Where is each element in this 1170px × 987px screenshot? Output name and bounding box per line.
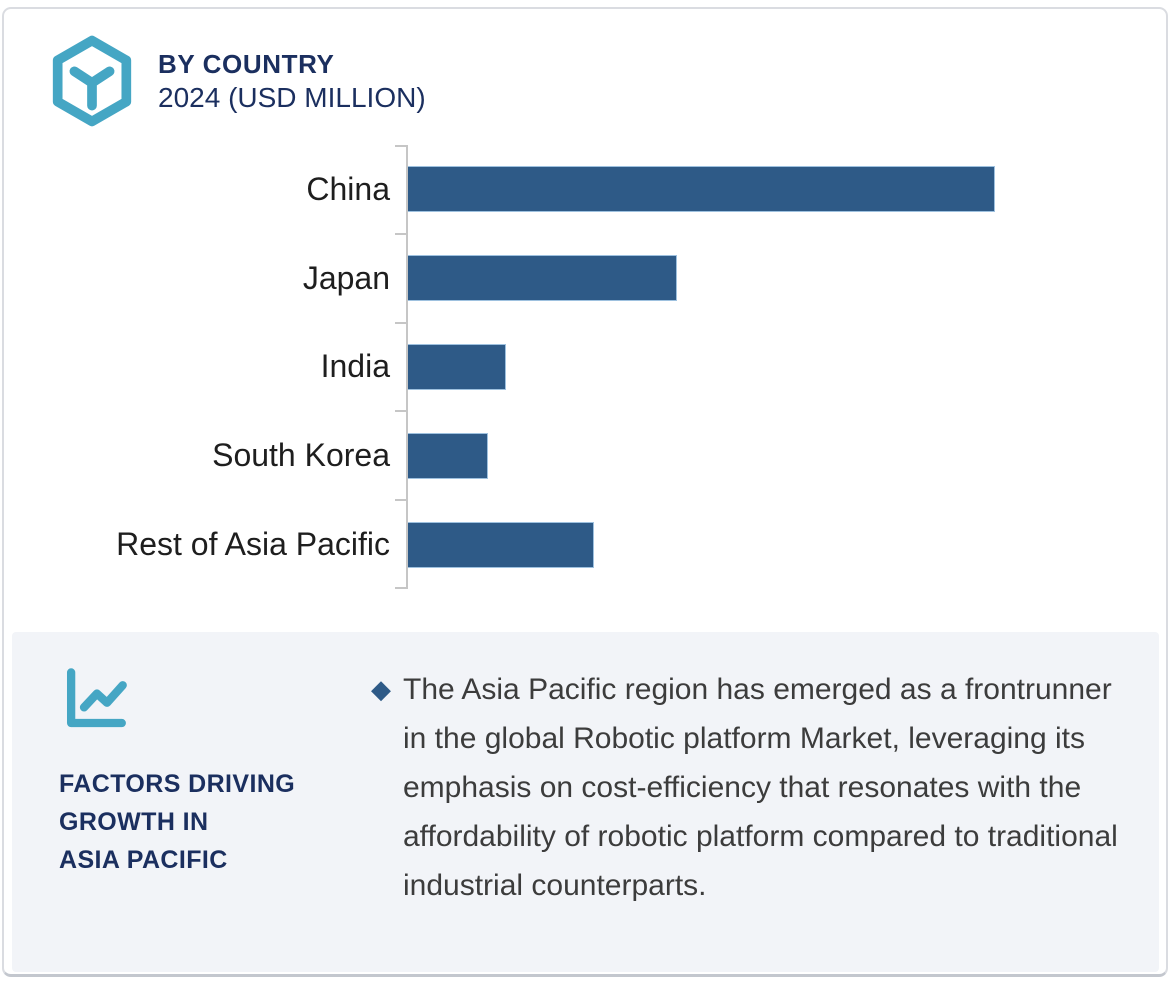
category-bar	[406, 166, 995, 213]
bar-track	[406, 234, 1136, 323]
chart-row: South Korea	[4, 411, 1166, 500]
header-text: BY COUNTRY 2024 (USD MILLION)	[158, 49, 426, 114]
category-axis	[395, 145, 408, 589]
bar-track	[406, 323, 1136, 412]
bar-track	[406, 500, 1136, 589]
category-label: China	[306, 170, 390, 207]
chart-row: China	[4, 145, 1166, 234]
diamond-bullet-icon: ◆	[371, 674, 391, 704]
axis-tick	[395, 321, 408, 324]
header: BY COUNTRY 2024 (USD MILLION)	[4, 9, 1166, 127]
chart-row: Rest of Asia Pacific	[4, 500, 1166, 589]
axis-tick	[395, 410, 408, 413]
cube-hexagon-icon	[52, 35, 132, 127]
axis-tick	[395, 587, 408, 589]
category-label: Rest of Asia Pacific	[116, 526, 390, 563]
bar-chart: China Japan India South Korea Rest of As…	[4, 145, 1166, 589]
factors-heading: FACTORS DRIVING GROWTH IN ASIA PACIFIC	[59, 765, 371, 879]
category-bar	[406, 343, 507, 390]
chart-row: Japan	[4, 234, 1166, 323]
category-label: India	[320, 348, 390, 385]
factors-heading-line: GROWTH IN	[59, 808, 209, 836]
axis-tick	[395, 232, 408, 235]
chart-subtitle: 2024 (USD MILLION)	[158, 81, 426, 113]
line-chart-icon	[66, 668, 127, 728]
axis-tick	[395, 145, 408, 147]
axis-tick	[395, 499, 408, 502]
factors-heading-line: ASIA PACIFIC	[59, 846, 228, 874]
bar-track	[406, 411, 1136, 500]
chart-row: India	[4, 323, 1166, 412]
category-bar	[406, 521, 595, 568]
category-bar	[406, 432, 489, 479]
category-label: South Korea	[212, 437, 390, 474]
factors-bullet: ◆ The Asia Pacific region has emerged as…	[371, 665, 1125, 972]
factors-panel-left: FACTORS DRIVING GROWTH IN ASIA PACIFIC	[59, 665, 371, 972]
market-infographic-card: BY COUNTRY 2024 (USD MILLION) China Japa…	[2, 7, 1168, 977]
factors-panel: FACTORS DRIVING GROWTH IN ASIA PACIFIC ◆…	[12, 632, 1159, 972]
category-label: Japan	[302, 259, 390, 296]
category-bar	[406, 255, 677, 302]
factors-heading-line: FACTORS DRIVING	[59, 770, 296, 798]
factors-bullet-text: The Asia Pacific region has emerged as a…	[403, 673, 1118, 902]
chart-title: BY COUNTRY	[158, 48, 335, 79]
bar-track	[406, 145, 1136, 234]
